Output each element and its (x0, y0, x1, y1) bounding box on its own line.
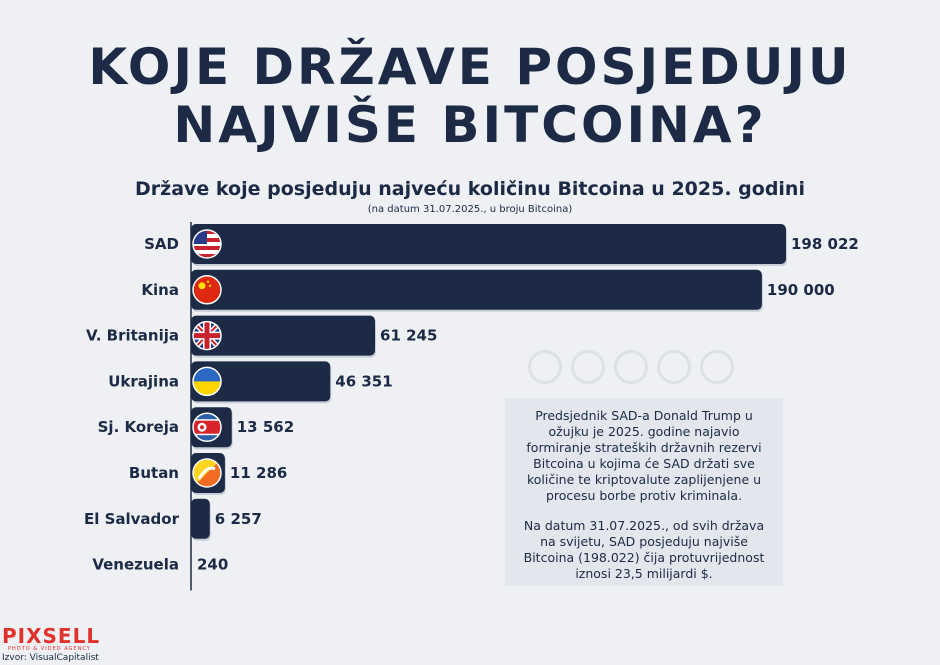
category-label: Kina (141, 281, 179, 299)
category-label: Venezuela (92, 556, 179, 574)
watermark-coin-icon (614, 350, 648, 384)
pixsell-tagline: PHOTO & VIDEO AGENCY (8, 646, 91, 652)
north-korea-flag-icon (192, 412, 222, 442)
bar (191, 224, 786, 264)
watermark-coin-icon (571, 350, 605, 384)
watermark (528, 350, 743, 388)
us-flag-icon (192, 229, 222, 259)
category-label: El Salvador (84, 510, 180, 528)
source-note: Izvor: VisualCapitalist (2, 653, 99, 663)
bhutan-flag-icon (192, 458, 222, 488)
value-label: 198 022 (791, 235, 859, 253)
value-label: 11 286 (230, 464, 287, 482)
pixsell-logo: PIXSELL (2, 624, 101, 648)
main-title-line-2: NAJVIŠE BITCOINA? (173, 96, 767, 154)
bar (191, 269, 762, 310)
chart-title: Države koje posjeduju najveću količinu B… (135, 178, 805, 200)
category-label: Sj. Koreja (98, 418, 179, 436)
category-label: SAD (144, 235, 179, 253)
watermark-coin-icon (700, 350, 734, 384)
category-label: Ukrajina (108, 372, 179, 390)
main-title-line-1: KOJE DRŽAVE POSJEDUJU (88, 38, 852, 96)
value-label: 46 351 (335, 372, 392, 390)
china-flag-icon (192, 275, 222, 305)
category-label: V. Britanija (86, 327, 179, 345)
info-paragraph-1: Predsjednik SAD-a Donald Trump u ožujku … (526, 408, 762, 503)
bar (191, 361, 331, 402)
value-label: 240 (197, 556, 228, 574)
uk-flag-icon (192, 320, 222, 351)
info-box: Predsjednik SAD-a Donald Trump u ožujku … (505, 398, 783, 586)
bar (191, 498, 210, 539)
chart-subtitle: (na datum 31.07.2025., u broju Bitcoina) (367, 204, 573, 215)
value-label: 190 000 (767, 281, 835, 299)
value-label: 61 245 (380, 327, 437, 345)
watermark-coin-icon (657, 350, 691, 384)
bar (191, 315, 376, 356)
category-label: Butan (129, 464, 179, 482)
ukraine-flag-icon (192, 366, 222, 397)
value-label: 6 257 (215, 510, 262, 528)
info-paragraph-2: Na datum 31.07.2025., od svih država na … (523, 518, 765, 581)
watermark-coin-icon (528, 350, 562, 384)
value-label: 13 562 (237, 418, 294, 436)
